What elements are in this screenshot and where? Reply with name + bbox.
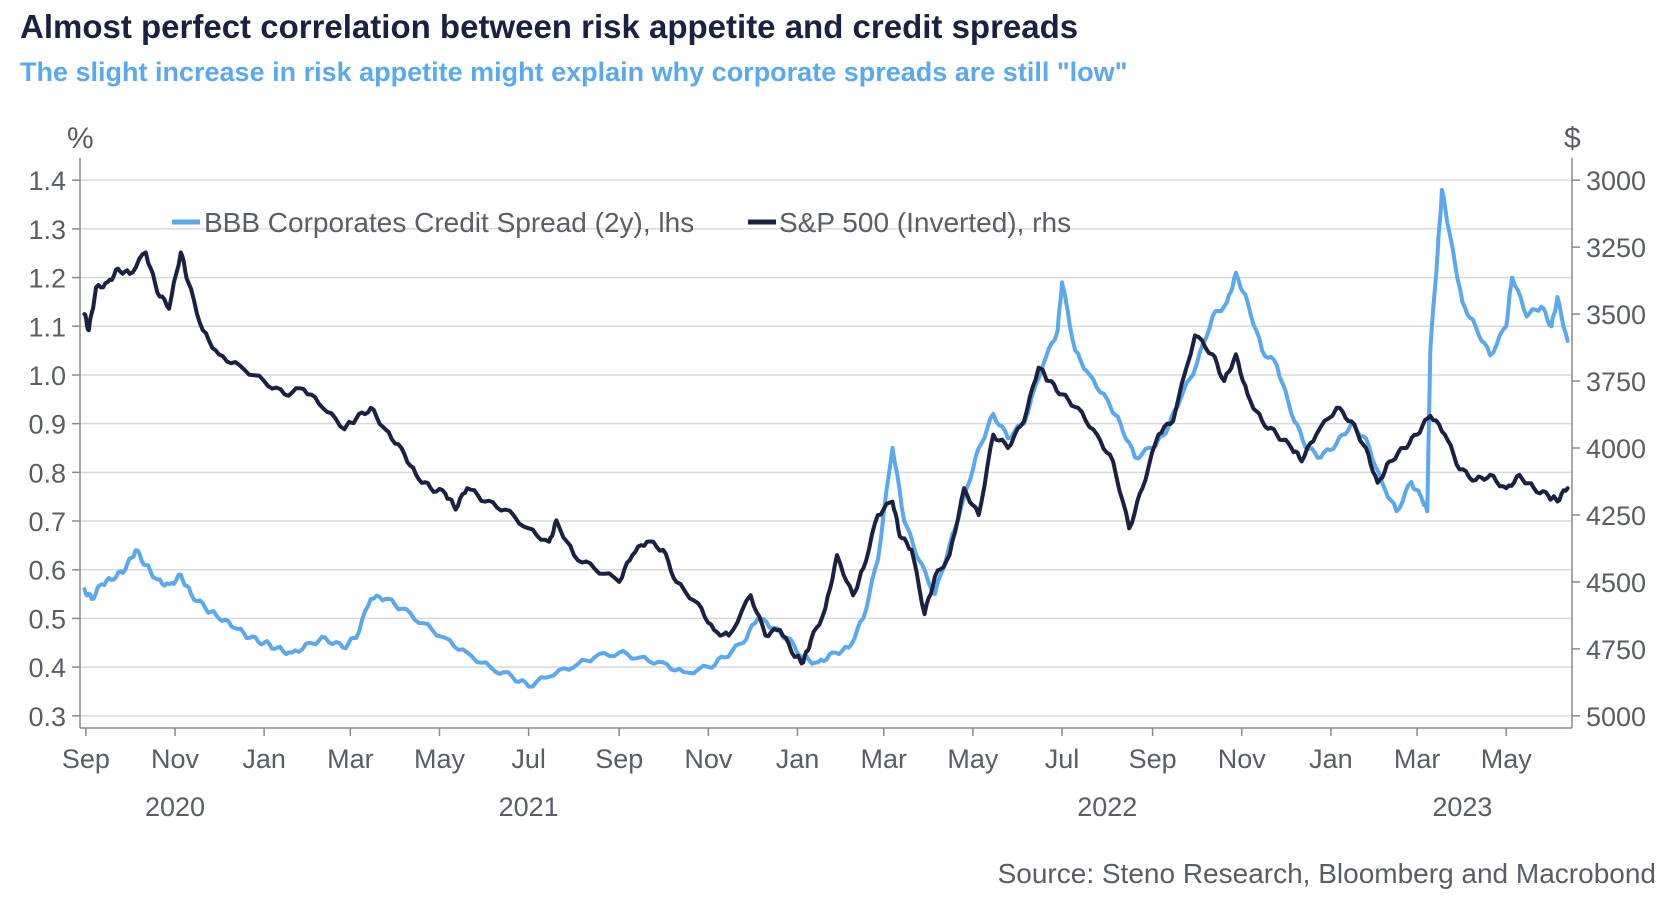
x-tick-label: Jan	[776, 744, 820, 774]
x-year-label: 2020	[145, 792, 205, 822]
y-right-tick-label: 4250	[1586, 501, 1646, 531]
y-left-tick-label: 1.2	[28, 264, 66, 294]
y-right-tick-label: 3500	[1586, 300, 1646, 330]
x-tick-label: Nov	[684, 744, 733, 774]
source-note: Source: Steno Research, Bloomberg and Ma…	[998, 858, 1656, 889]
chart-subtitle: The slight increase in risk appetite mig…	[20, 57, 1128, 87]
x-tick-label: Jan	[1309, 744, 1353, 774]
x-tick-label: May	[1481, 744, 1533, 774]
series-line-credit-spread	[82, 187, 1570, 689]
legend-label-spx: S&P 500 (Inverted), rhs	[779, 207, 1071, 238]
y-left-tick-label: 0.5	[28, 604, 66, 634]
x-year-label: 2022	[1077, 792, 1137, 822]
y-left-tick-label: 0.3	[28, 702, 66, 732]
y-left-tick-label: 0.7	[28, 507, 66, 537]
x-tick-label: May	[414, 744, 466, 774]
x-tick-label: May	[947, 744, 999, 774]
x-tick-label: Mar	[1394, 744, 1441, 774]
x-tick-label: Jan	[242, 744, 286, 774]
x-tick-label: Sep	[1129, 744, 1177, 774]
y-left-tick-label: 1.0	[28, 361, 66, 391]
series-line-spx-inverted	[82, 250, 1570, 666]
y-right-tick-label: 4000	[1586, 434, 1646, 464]
right-axis-unit: $	[1564, 122, 1581, 155]
y-right-tick-label: 3750	[1586, 367, 1646, 397]
x-year-label: 2023	[1432, 792, 1492, 822]
left-axis-unit: %	[67, 122, 94, 155]
y-left-tick-label: 1.4	[28, 166, 66, 196]
legend: BBB Corporates Credit Spread (2y), lhs S…	[172, 207, 1071, 238]
x-year-label: 2021	[499, 792, 559, 822]
y-right-tick-label: 4500	[1586, 568, 1646, 598]
x-tick-label: Sep	[62, 744, 110, 774]
y-left-tick-label: 1.3	[28, 215, 66, 245]
x-tick-label: Mar	[327, 744, 374, 774]
y-left-tick-label: 0.4	[28, 653, 66, 683]
y-right-tick-label: 4750	[1586, 635, 1646, 665]
y-right-tick-label: 3000	[1586, 166, 1646, 196]
y-left-tick-label: 0.9	[28, 410, 66, 440]
y-left-tick-label: 0.6	[28, 556, 66, 586]
legend-label-spread: BBB Corporates Credit Spread (2y), lhs	[204, 207, 694, 238]
series-lines	[82, 187, 1570, 689]
axes: 0.3 0.4 0.5 0.6 0.7 0.8 0.9 1.0 1.1 1.2 1.3 1.4 3000…	[28, 158, 1646, 822]
chart-title: Almost perfect correlation between risk …	[20, 8, 1079, 45]
gridlines	[80, 179, 1572, 717]
y-right-tick-label: 3250	[1586, 233, 1646, 263]
y-left-tick-label: 0.8	[28, 458, 66, 488]
y-right-tick-label: 5000	[1586, 702, 1646, 732]
x-tick-label: Nov	[151, 744, 200, 774]
y-left-tick-label: 1.1	[28, 312, 66, 342]
x-tick-label: Sep	[595, 744, 643, 774]
x-tick-label: Mar	[860, 744, 907, 774]
x-tick-label: Nov	[1218, 744, 1267, 774]
x-tick-label: Jul	[1045, 744, 1080, 774]
x-tick-label: Jul	[511, 744, 546, 774]
